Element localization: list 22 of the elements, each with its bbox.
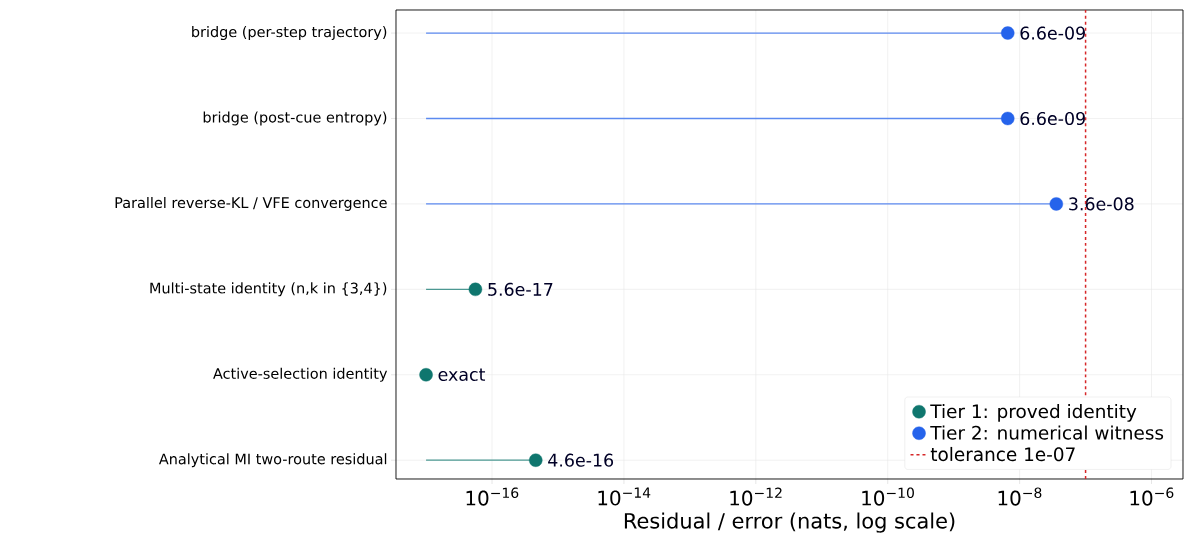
y-tick-label: bridge (per-step trajectory) (192, 26, 387, 41)
x-tick-label: 10$^{−16}$ (466, 487, 519, 506)
ref-line-label: tolerance 1e-07 (930, 446, 1075, 462)
x-axis-title: Residual / error (nats, log scale) (624, 512, 955, 533)
y-tick-label: bridge (post-cue entropy) (203, 111, 387, 126)
x-tick-label: 10$^{−12}$ (730, 487, 782, 506)
data-label: 6.6e-09 (1020, 111, 1085, 126)
data-label: 3.6e-08 (1069, 197, 1134, 211)
x-tick-label: 10$^{−14}$ (598, 487, 651, 506)
x-tick-label: 10$^{−8}$ (998, 487, 1042, 506)
data-label: 5.6e-17 (488, 282, 553, 296)
data-label: exact (438, 368, 486, 382)
y-tick-label: Analytical MI two-route residual (158, 453, 387, 468)
data-label: 4.6e-16 (548, 453, 614, 467)
x-tick-label: 10$^{−10}$ (862, 487, 914, 506)
legend-label: Tier 1: proved identity (930, 403, 1137, 422)
x-tick-label: 10$^{−6}$ (1130, 487, 1174, 506)
y-tick-label: Parallel reverse-KL / VFE convergence (115, 196, 387, 211)
data-label: 6.6e-09 (1020, 26, 1085, 40)
y-tick-label: Multi-state identity (n,k in {3,4}) (150, 282, 387, 297)
y-tick-label: Active-selection identity (213, 367, 388, 382)
legend-label: Tier 2: numerical witness (930, 425, 1164, 440)
